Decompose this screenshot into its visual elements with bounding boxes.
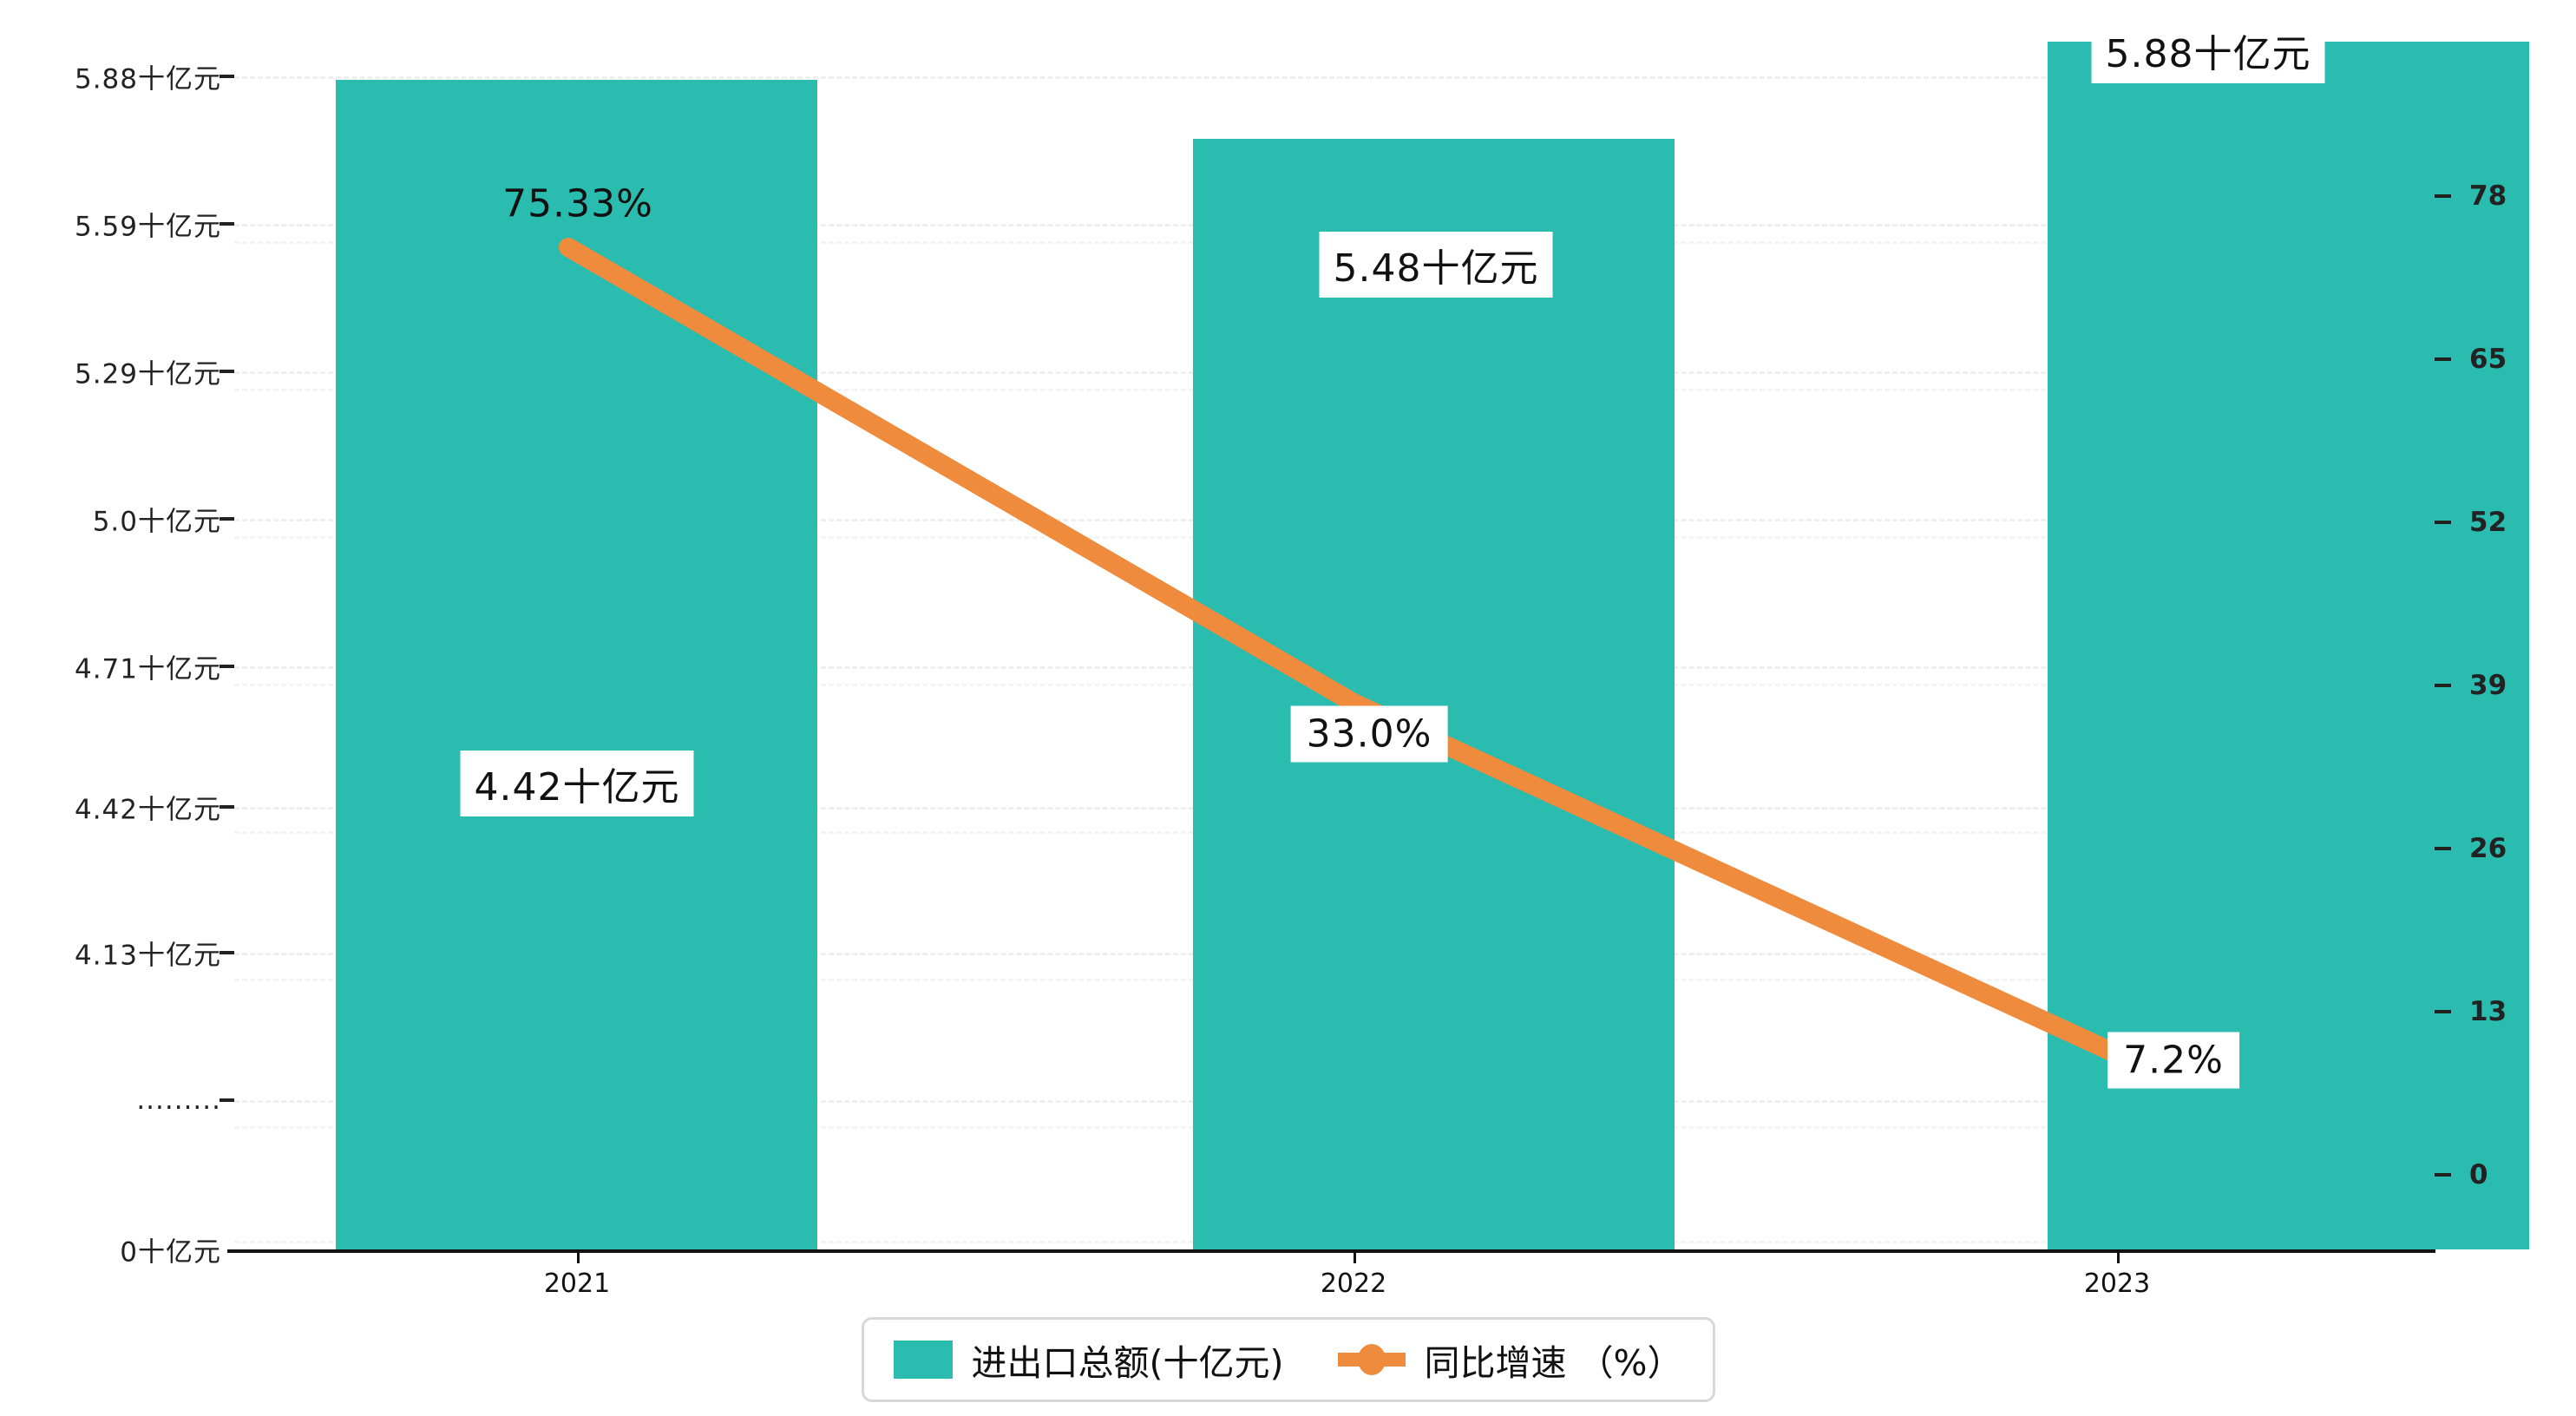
x-tick-mark <box>1354 1249 1356 1263</box>
left-tick-label: 4.13十亿元 <box>74 940 221 972</box>
right-tick-mark <box>2435 1010 2451 1013</box>
growth-label-2023: 7.2% <box>2107 1032 2239 1089</box>
legend-item-growth-rate[interactable]: 同比增速 （%） <box>1337 1334 1683 1386</box>
growth-label-2022: 33.0% <box>1290 705 1448 763</box>
left-tick-mark <box>220 222 234 226</box>
left-tick-label: ......... <box>136 1085 221 1116</box>
left-tick-mark <box>220 1098 234 1102</box>
bar-2022[interactable] <box>1193 139 1675 1249</box>
bar-value-label-2022: 5.48十亿元 <box>1319 232 1553 298</box>
right-tick-mark <box>2435 1173 2451 1177</box>
left-tick-mark <box>220 517 234 521</box>
left-tick-mark <box>220 665 234 668</box>
x-tick-mark <box>577 1249 580 1263</box>
right-tick-mark <box>2435 357 2451 361</box>
x-tick-label-2023: 2023 <box>2083 1268 2151 1299</box>
x-tick-mark <box>2117 1249 2120 1263</box>
x-axis-line <box>227 1249 2435 1253</box>
right-tick-mark <box>2435 521 2451 524</box>
gridline <box>234 76 2429 79</box>
right-tick-label: 26 <box>2469 833 2507 864</box>
left-tick-label: 0十亿元 <box>120 1236 221 1268</box>
left-tick-mark <box>220 951 234 954</box>
right-tick-label: 52 <box>2469 507 2507 538</box>
left-tick-label: 5.29十亿元 <box>74 358 221 390</box>
chart-legend: 进出口总额(十亿元) 同比增速 （%） <box>861 1317 1715 1402</box>
right-tick-mark <box>2435 684 2451 687</box>
left-tick-label: 4.71十亿元 <box>74 653 221 685</box>
right-tick-label: 39 <box>2469 670 2507 701</box>
legend-label-import-export: 进出口总额(十亿元) <box>971 1342 1284 1384</box>
left-tick-label: 5.59十亿元 <box>74 211 221 243</box>
left-tick-mark <box>220 370 234 373</box>
bar-value-label-2021: 4.42十亿元 <box>460 751 694 816</box>
x-tick-label-2022: 2022 <box>1320 1268 1387 1299</box>
growth-label-2021: 75.33% <box>502 181 653 226</box>
bar-value-label-2023: 5.88十亿元 <box>2091 17 2325 83</box>
legend-label-growth-rate: 同比增速 （%） <box>1424 1342 1683 1384</box>
left-tick-label: 4.42十亿元 <box>74 794 221 826</box>
right-tick-label: 65 <box>2469 344 2507 375</box>
right-tick-mark <box>2435 194 2451 198</box>
right-tick-mark <box>2435 847 2451 850</box>
left-tick-label: 5.0十亿元 <box>92 506 221 538</box>
bar-2021[interactable] <box>336 80 817 1249</box>
legend-bar-swatch-icon <box>893 1341 953 1379</box>
x-tick-label-2021: 2021 <box>543 1268 611 1299</box>
left-tick-mark <box>220 805 234 809</box>
legend-item-import-export[interactable]: 进出口总额(十亿元) <box>893 1334 1284 1386</box>
right-tick-label: 0 <box>2469 1159 2488 1190</box>
left-tick-label: 5.88十亿元 <box>74 63 221 95</box>
legend-line-swatch-icon <box>1337 1341 1406 1379</box>
left-tick-mark <box>220 75 234 78</box>
right-tick-label: 78 <box>2469 180 2507 212</box>
right-tick-label: 13 <box>2469 996 2507 1027</box>
